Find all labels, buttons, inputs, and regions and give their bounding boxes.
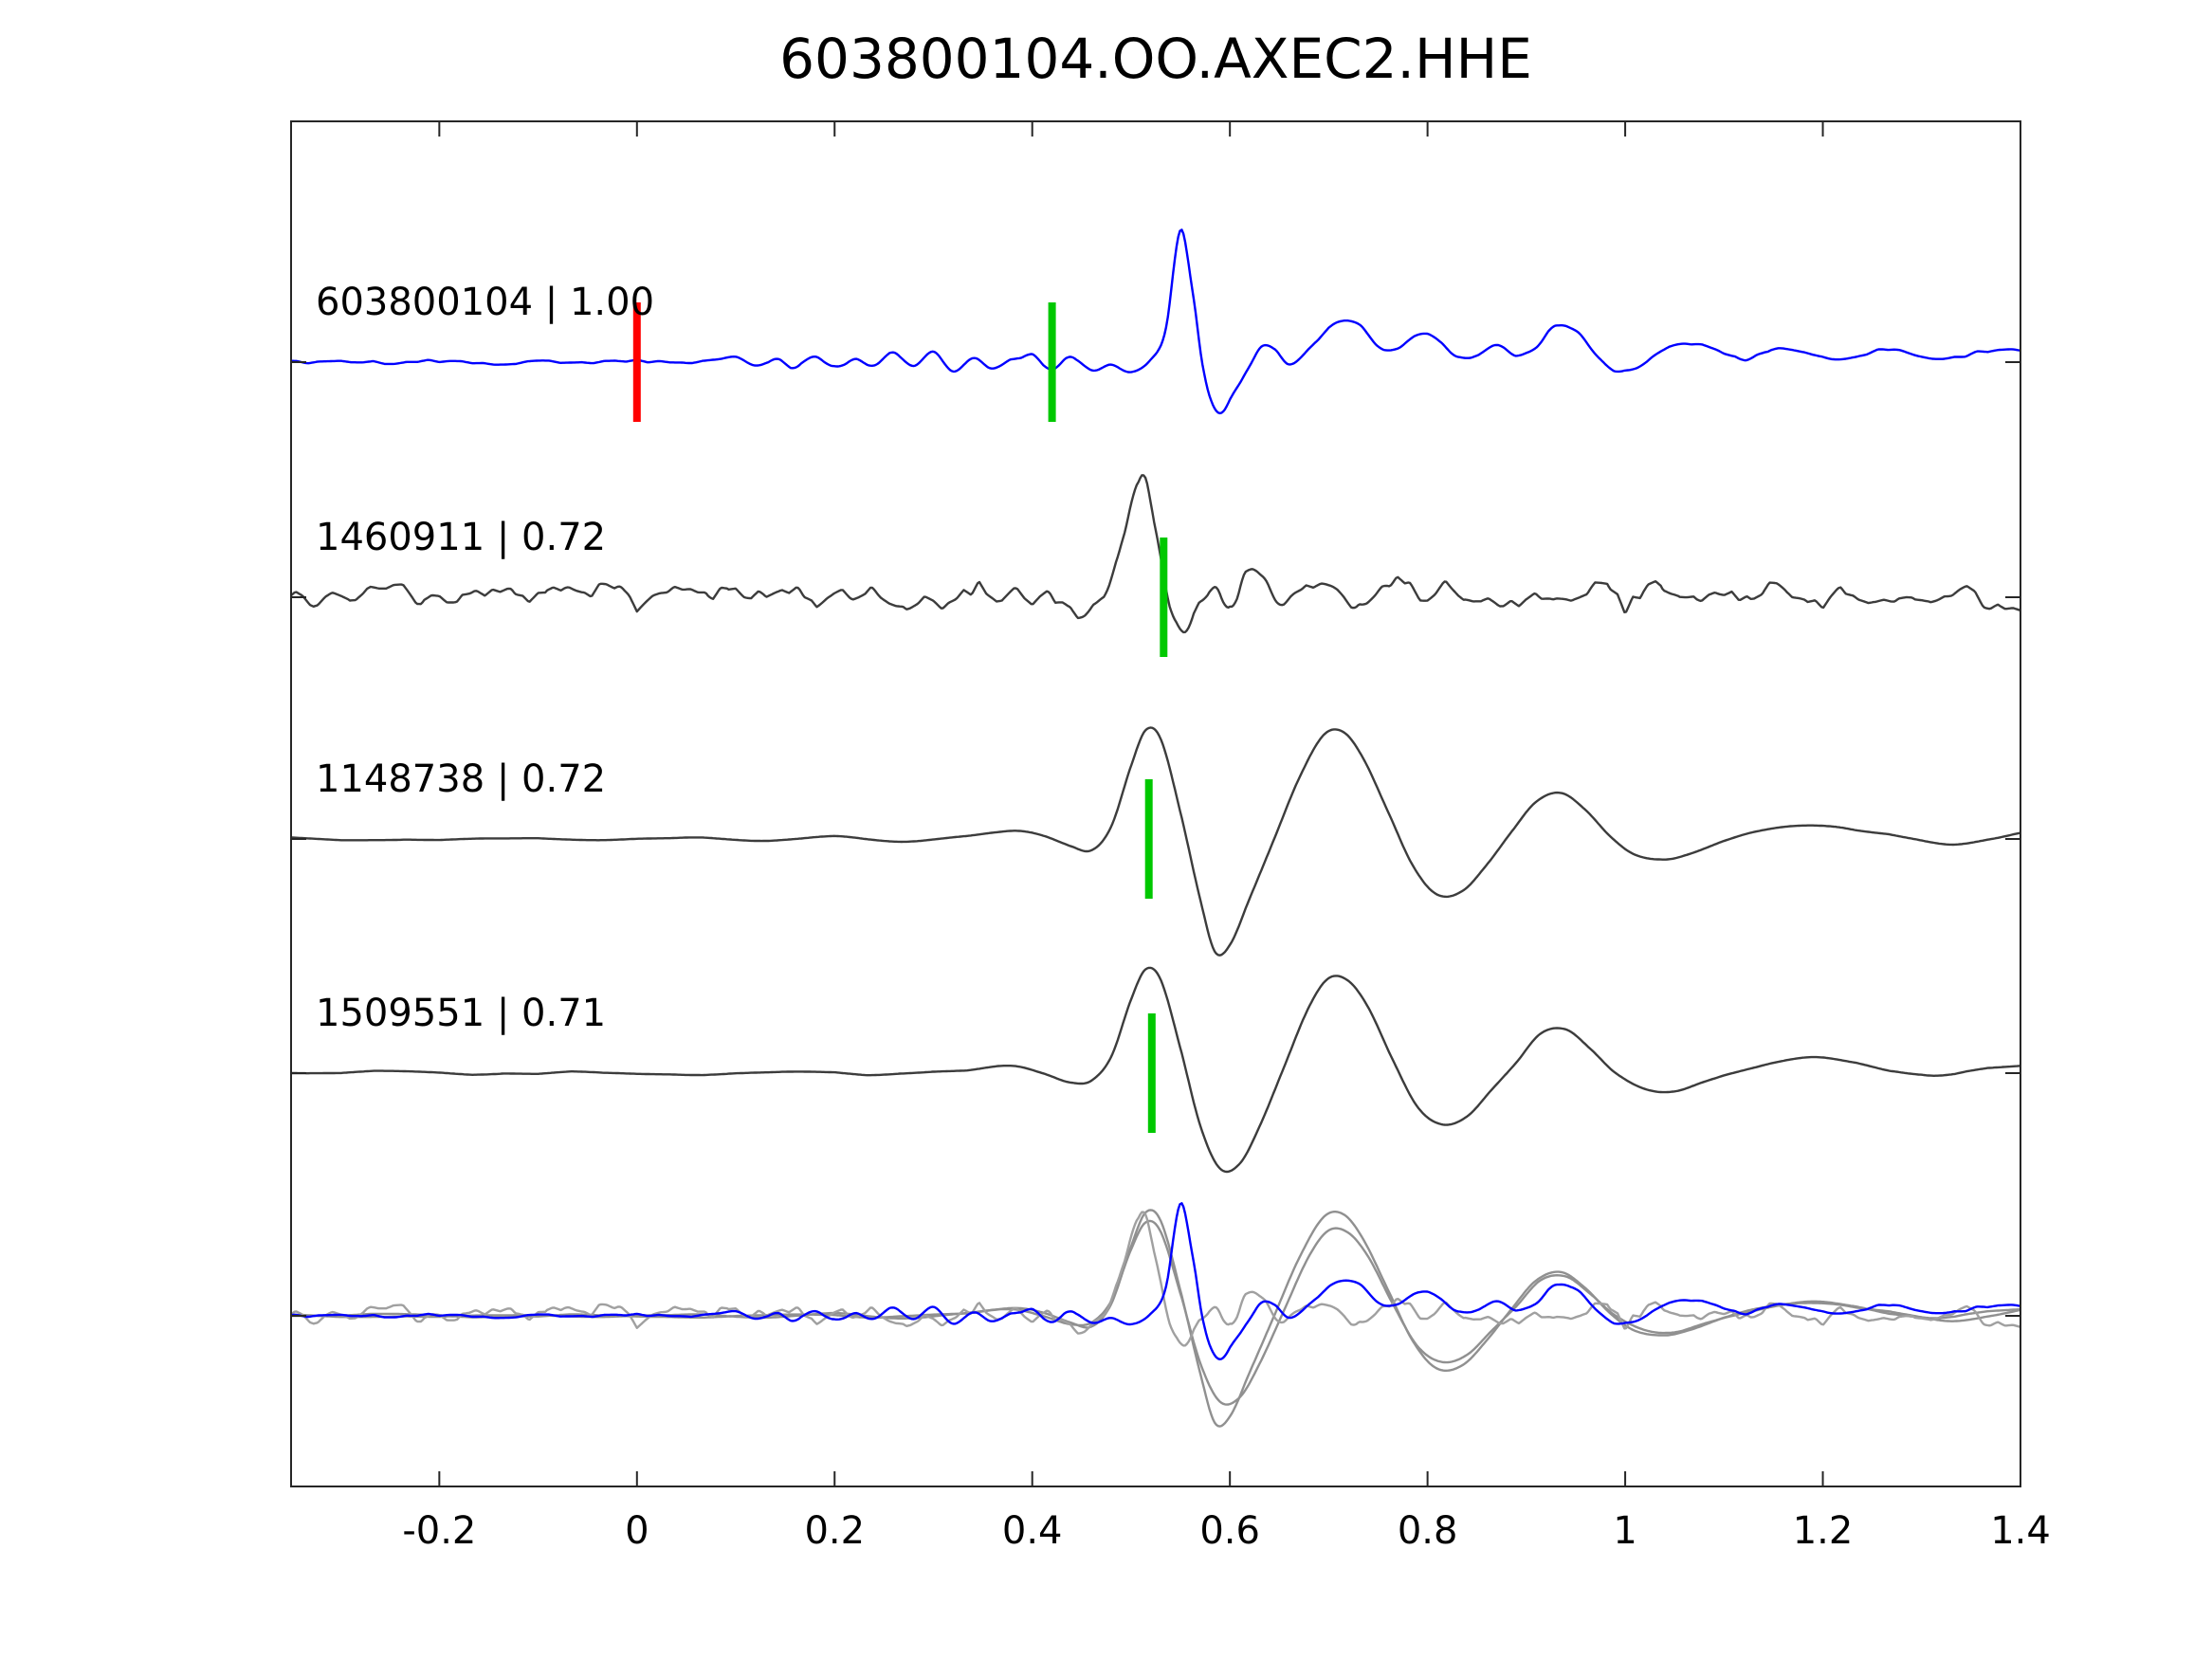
trace-label-1460911: 1460911 | 0.72 — [316, 516, 606, 559]
trace-1460911 — [291, 474, 2020, 634]
pick-marker-1509551 — [1147, 1013, 1156, 1133]
xtick-label: 1 — [1613, 1509, 1636, 1553]
chart-title: 603800104.OO.AXEC2.HHE — [779, 27, 1532, 91]
xtick-label: 0.8 — [1398, 1509, 1458, 1553]
xtick-label: 0 — [625, 1509, 649, 1553]
overlay-trace-1460911 — [291, 1211, 2020, 1347]
pick-marker-603800104 — [1048, 302, 1056, 422]
pick-marker-1148738 — [1144, 779, 1153, 899]
pick-marker-1460911 — [1160, 538, 1168, 657]
trace-label-1148738: 1148738 | 0.72 — [316, 757, 606, 801]
trace-label-1509551: 1509551 | 0.71 — [316, 992, 606, 1035]
xtick-label: -0.2 — [402, 1509, 476, 1553]
overlay-trace-603800104 — [291, 1202, 2020, 1360]
reference-marker-603800104 — [632, 302, 641, 422]
xtick-label: 0.6 — [1199, 1509, 1260, 1553]
trace-1148738 — [291, 726, 2020, 957]
xtick-label: 0.2 — [804, 1509, 865, 1553]
trace-label-603800104: 603800104 | 1.00 — [316, 281, 654, 324]
plot-border — [290, 120, 2021, 1487]
overlay-trace-1148738 — [291, 1209, 2020, 1428]
trace-1509551 — [291, 966, 2020, 1174]
traces-layer — [291, 228, 2020, 1428]
xtick-label: 1.2 — [1793, 1509, 1854, 1553]
trace-603800104 — [291, 228, 2020, 415]
xtick-label: 1.4 — [1990, 1509, 2051, 1553]
xtick-label: 0.4 — [1002, 1509, 1063, 1553]
overlay-trace-1509551 — [291, 1219, 2020, 1406]
